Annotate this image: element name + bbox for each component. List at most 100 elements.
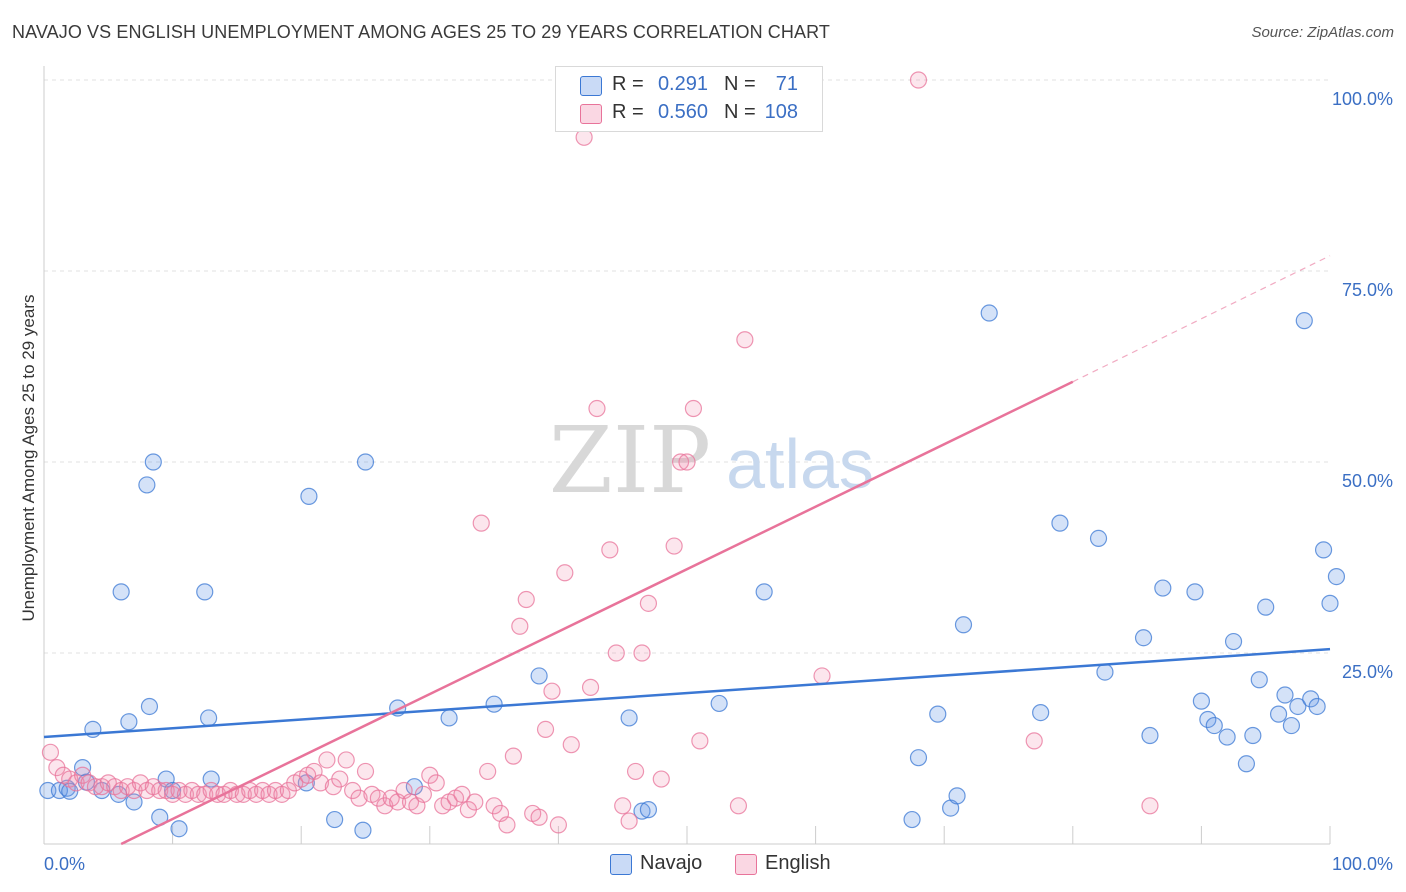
navajo-point [1134,629,1153,647]
navajo-point [1154,579,1172,597]
tick-labels: 25.0% 50.0% 75.0% 100.0% 0.0% 100.0% [44,89,1393,874]
navajo-point [1295,312,1313,330]
navajo-point [356,453,375,471]
english-trend-line [120,380,1074,846]
english-point [562,736,580,754]
navajo-point [112,583,130,601]
y-tick-label: 75.0% [1342,280,1393,300]
r-label: R = [612,73,644,95]
navajo-point [140,697,159,716]
english-point [620,812,638,830]
english-point [41,743,60,761]
navajo-point [440,709,458,727]
navajo-point [200,709,218,727]
navajo-point [1089,529,1108,548]
navajo-legend-swatch [610,854,632,875]
english-point [729,797,748,815]
navajo-point [710,694,728,713]
navajo-point [1186,583,1204,601]
navajo-point [1276,686,1294,704]
english-point [530,808,548,826]
correlation-legend: R = 0.291 N = 71 R = 0.560 N = 108 [555,66,823,132]
legend-row-navajo: R = 0.291 N = 71 [556,71,822,101]
english-point [813,667,831,685]
english-point [453,785,471,803]
navajo-point [903,810,921,829]
navajo-point [1289,697,1307,716]
navajo-trend-line [43,647,1331,739]
r-value: 0.560 [657,101,708,123]
navajo-point [948,787,966,805]
english-point [1025,732,1043,750]
navajo-point [1218,728,1236,746]
english-point [736,331,754,349]
r-label: R = [612,101,644,123]
english-point [601,541,619,559]
english-point [337,751,355,769]
english-point [311,774,330,792]
english-point [511,617,529,635]
navajo-point [138,476,156,494]
watermark-atlas: atlas [726,425,874,503]
english-point [909,71,928,89]
navajo-point [1308,697,1326,716]
english-point [189,785,207,803]
english-point [466,793,484,811]
y-tick-label: 25.0% [1342,662,1393,682]
english-swatch [580,104,602,124]
navajo-point [1314,541,1333,559]
english-point [151,781,169,800]
y-tick-label: 100.0% [1332,89,1393,109]
navajo-point [620,709,638,727]
y-axis-label: Unemployment Among Ages 25 to 29 years [19,295,38,622]
x-tick-label: 0.0% [44,854,85,874]
navajo-point [1141,726,1159,745]
navajo-point [1250,671,1268,689]
english-point [350,789,368,807]
english-point [356,762,375,781]
axes [43,66,1331,845]
navajo-point [326,810,344,829]
navajo-point [639,801,658,819]
english-point [678,453,696,471]
navajo-point [1237,755,1256,773]
english-point [639,594,658,612]
navajo-point [170,820,188,838]
navajo-point [300,487,318,505]
english-point [427,774,445,792]
english-point [472,514,490,532]
navajo-point [1192,692,1211,710]
n-label: N = [724,101,756,123]
navajo-point [485,695,503,713]
navajo-point [1205,716,1223,735]
watermark: ZIP atlas [549,407,874,514]
navajo-point [144,453,162,471]
navajo-point [1269,705,1288,723]
scatter-points [39,71,1346,839]
navajo-point [354,821,372,839]
navajo-point [120,713,138,731]
chart-title: NAVAJO VS ENGLISH UNEMPLOYMENT AMONG AGE… [12,22,830,42]
english-point [479,762,497,781]
navajo-point [164,781,182,800]
n-label: N = [724,73,756,95]
x-tick-label: 100.0% [1332,854,1393,874]
navajo-point [980,304,998,322]
english-point [665,537,683,555]
n-value: 108 [764,101,798,123]
navajo-point [1244,726,1262,745]
english-point [684,399,703,418]
source-label: Source: ZipAtlas.com [1251,24,1394,41]
english-point [614,797,632,815]
navajo-point [1051,514,1069,532]
english-point [517,590,535,609]
english-point [607,644,625,662]
y-tick-label: 50.0% [1342,471,1393,491]
english-legend-swatch [735,854,757,875]
english-point [588,399,606,418]
english-point [633,644,651,662]
english-point [626,762,645,781]
english-point [1141,797,1159,815]
navajo-point [633,802,651,820]
